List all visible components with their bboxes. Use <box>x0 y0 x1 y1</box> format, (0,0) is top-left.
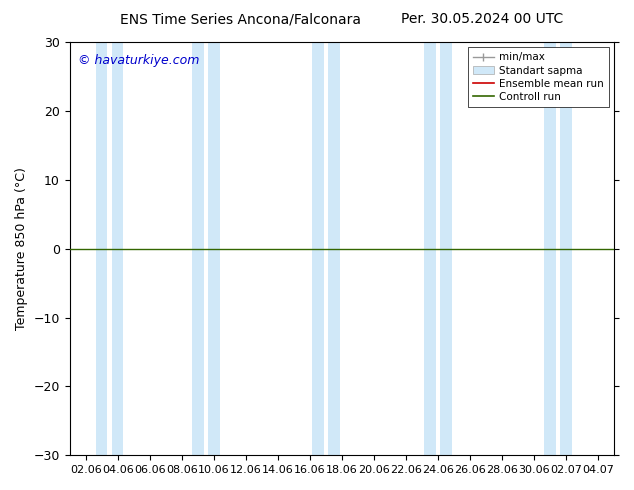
Text: ENS Time Series Ancona/Falconara: ENS Time Series Ancona/Falconara <box>120 12 361 26</box>
Bar <box>424 42 436 455</box>
Bar <box>208 42 219 455</box>
Legend: min/max, Standart sapma, Ensemble mean run, Controll run: min/max, Standart sapma, Ensemble mean r… <box>468 47 609 107</box>
Bar <box>545 42 556 455</box>
Bar <box>112 42 124 455</box>
Bar <box>312 42 323 455</box>
Bar <box>328 42 340 455</box>
Bar <box>560 42 572 455</box>
Bar <box>96 42 107 455</box>
Text: © havaturkiye.com: © havaturkiye.com <box>78 54 199 68</box>
Y-axis label: Temperature 850 hPa (°C): Temperature 850 hPa (°C) <box>15 167 28 330</box>
Text: Per. 30.05.2024 00 UTC: Per. 30.05.2024 00 UTC <box>401 12 563 26</box>
Bar <box>192 42 204 455</box>
Bar <box>440 42 452 455</box>
